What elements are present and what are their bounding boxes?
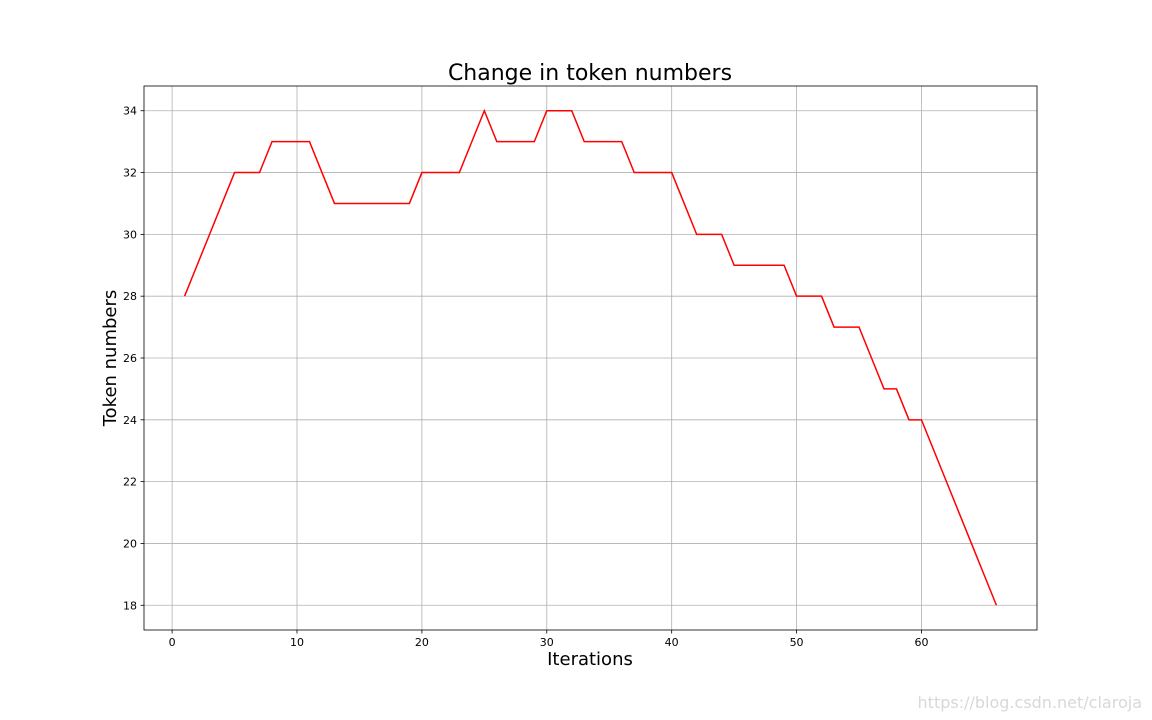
y-tick-label: 26 — [123, 352, 137, 365]
x-tick-label: 60 — [914, 636, 928, 649]
y-tick-label: 34 — [123, 105, 137, 118]
y-tick-label: 20 — [123, 537, 137, 550]
x-axis-label: Iterations — [547, 649, 633, 670]
y-tick-label: 30 — [123, 228, 137, 241]
x-tick-label: 10 — [290, 636, 304, 649]
y-tick-label: 18 — [123, 599, 137, 612]
x-tick-label: 40 — [665, 636, 679, 649]
y-tick-label: 28 — [123, 290, 137, 303]
data-line — [183, 108, 998, 606]
watermark: https://blog.csdn.net/claroja — [918, 693, 1142, 712]
y-tick-label: 22 — [123, 476, 137, 489]
x-tick-label: 0 — [169, 636, 176, 649]
x-tick-label: 20 — [415, 636, 429, 649]
y-tick-label: 32 — [123, 167, 137, 180]
y-axis-label: Token numbers — [100, 290, 121, 428]
plot-frame — [143, 85, 1038, 631]
x-tick-label: 30 — [540, 636, 554, 649]
chart-title: Change in token numbers — [448, 61, 732, 86]
x-tick-label: 50 — [790, 636, 804, 649]
y-tick-label: 24 — [123, 414, 137, 427]
